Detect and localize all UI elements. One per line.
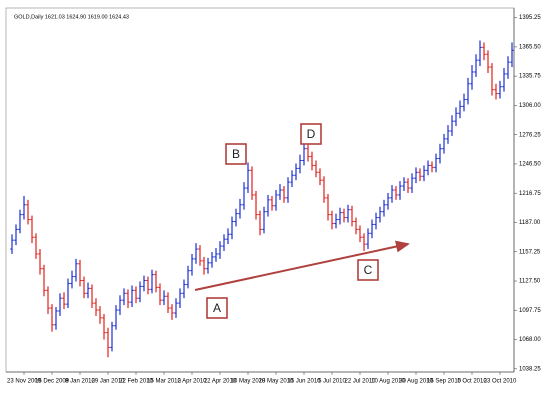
x-tick-label: 5 Jul 2010 xyxy=(318,379,346,385)
y-tick-label: 1365.50 xyxy=(519,44,541,50)
x-tick-label: 10 May 2010 xyxy=(231,379,266,385)
x-tick-label: 30 Aug 2010 xyxy=(399,379,433,385)
x-tick-label: 28 May 2010 xyxy=(259,379,294,385)
x-tick-label: 15 Jun 2010 xyxy=(287,379,321,385)
y-tick-label: 1157.25 xyxy=(519,249,541,255)
annotation-box xyxy=(225,143,247,165)
x-tick-label: 22 Jul 2010 xyxy=(344,379,376,385)
x-tick-label: 16 Sep 2010 xyxy=(427,379,462,385)
y-tick-label: 1306.00 xyxy=(519,103,541,109)
annotation: D xyxy=(307,127,316,141)
annotation: B xyxy=(232,147,240,161)
x-tick-label: 29 Jan 2010 xyxy=(91,379,125,385)
y-tick-label: 1276.25 xyxy=(519,132,541,138)
y-tick-label: 1127.50 xyxy=(519,279,541,285)
y-tick-label: 1068.00 xyxy=(519,337,541,343)
y-tick-label: 1216.75 xyxy=(519,191,541,197)
annotation-box xyxy=(300,123,322,145)
chart-title: GOLD,Daily 1621.03 1624.90 1619.00 1624.… xyxy=(14,14,129,20)
annotation: C xyxy=(364,263,373,277)
x-tick-label: 15 Dec 2009 xyxy=(35,379,70,385)
y-tick-label: 1246.50 xyxy=(519,162,541,168)
y-tick-label: 1097.75 xyxy=(519,308,541,314)
x-tick-label: 2 Apr 2010 xyxy=(177,379,207,385)
bars xyxy=(10,40,514,358)
y-tick-label: 1395.25 xyxy=(519,15,541,21)
y-tick-label: 1335.75 xyxy=(519,74,541,80)
x-tick-label: 23 Oct 2010 xyxy=(484,379,517,385)
annotation-box xyxy=(206,297,228,319)
x-tick-label: 22 Feb 2010 xyxy=(119,379,153,385)
y-tick-label: 1187.00 xyxy=(519,220,541,226)
x-tick-label: 23 Nov 2009 xyxy=(7,379,42,385)
x-tick-label: 22 Apr 2010 xyxy=(204,379,237,385)
annotation-box xyxy=(357,259,379,281)
y-tick-label: 1038.25 xyxy=(519,366,541,372)
x-tick-label: 15 Mar 2010 xyxy=(147,379,181,385)
trend-arrow xyxy=(194,240,410,291)
x-tick-label: 5 Oct 2010 xyxy=(457,379,487,385)
annotation: A xyxy=(213,301,221,315)
x-tick-label: 8 Jan 2010 xyxy=(65,379,95,385)
x-tick-label: 10 Aug 2010 xyxy=(371,379,405,385)
